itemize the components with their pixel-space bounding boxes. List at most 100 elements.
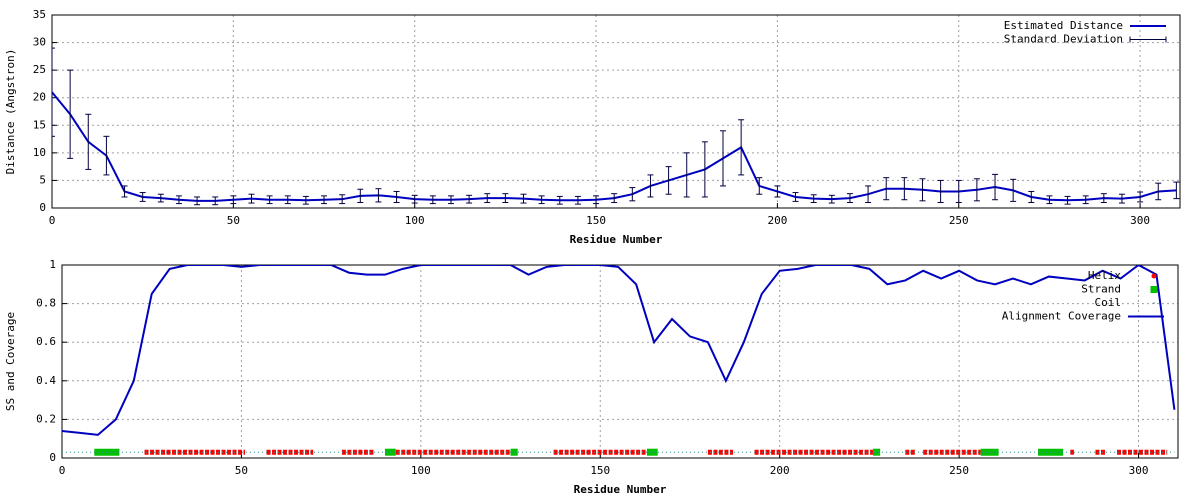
legend-key	[1151, 273, 1157, 279]
x-tick-label: 200	[770, 464, 790, 477]
error-bar	[157, 193, 164, 203]
error-bar	[865, 185, 872, 203]
x-axis-title: Residue Number	[574, 483, 667, 496]
error-bar	[447, 195, 454, 205]
error-bar	[194, 196, 201, 206]
error-bar	[411, 194, 418, 204]
error-bar	[792, 192, 799, 202]
error-bar	[774, 185, 781, 198]
error-bar	[919, 178, 926, 202]
legend-label: Estimated Distance	[1004, 19, 1123, 32]
error-bar	[992, 173, 999, 201]
x-tick-label: 50	[235, 464, 248, 477]
error-bar	[520, 193, 527, 204]
x-tick-label: 100	[405, 214, 425, 227]
y-axis-title: SS and Coverage	[4, 312, 17, 411]
x-tick-label: 50	[227, 214, 240, 227]
error-bar	[103, 135, 110, 176]
error-bar	[67, 69, 74, 159]
data-line	[62, 265, 1176, 436]
x-tick-label: 0	[59, 464, 66, 477]
x-tick-label: 200	[767, 214, 787, 227]
error-bar	[629, 187, 636, 202]
error-bar	[175, 195, 182, 205]
legend-key	[1150, 286, 1158, 293]
x-tick-label: 250	[949, 464, 969, 477]
error-bar	[139, 192, 146, 202]
error-bar	[828, 194, 835, 204]
error-bar	[375, 188, 382, 203]
error-bar	[1082, 195, 1089, 205]
y-axis-title: Distance (Angstron)	[4, 49, 17, 175]
x-tick-label: 100	[411, 464, 431, 477]
error-bar	[339, 194, 346, 205]
plot-area	[52, 47, 1180, 206]
error-bar	[738, 119, 745, 176]
error-bar	[121, 185, 128, 198]
error-bar	[1137, 191, 1144, 203]
error-bar	[574, 195, 581, 205]
error-bar	[1155, 182, 1162, 201]
error-bar	[1010, 178, 1017, 202]
x-tick-label: 300	[1129, 464, 1149, 477]
error-bar	[484, 193, 491, 203]
error-bar	[466, 194, 473, 204]
error-bar	[756, 177, 763, 195]
error-bar	[701, 141, 708, 198]
plot-frame	[61, 264, 1179, 459]
y-tick-label: 10	[33, 146, 46, 159]
error-bar	[937, 179, 944, 203]
x-tick-label: 0	[49, 214, 56, 227]
y-tick-label: 5	[39, 173, 46, 186]
y-tick-label: 0	[49, 451, 56, 464]
error-bar	[1118, 193, 1125, 204]
y-tick-label: 0.8	[36, 297, 56, 310]
legend-label: Strand	[1081, 283, 1121, 296]
y-tick-label: 0.4	[36, 374, 56, 387]
y-tick-label: 0.6	[36, 335, 56, 348]
error-bar	[1173, 181, 1180, 200]
x-axis-title: Residue Number	[570, 233, 663, 246]
error-bar	[357, 188, 364, 203]
error-bar	[810, 194, 817, 203]
legend-label: Alignment Coverage	[1002, 310, 1121, 323]
error-bar	[683, 152, 690, 198]
error-bar	[393, 190, 400, 203]
error-bar	[883, 177, 890, 201]
legend-label: Standard Deviation	[1004, 33, 1123, 46]
plot-area	[62, 265, 1176, 456]
legend-label: Helix	[1088, 269, 1121, 282]
error-bar	[556, 195, 563, 205]
error-bar	[1100, 193, 1107, 203]
y-tick-label: 35	[33, 8, 46, 21]
error-bar	[973, 178, 980, 202]
x-tick-label: 300	[1130, 214, 1150, 227]
error-bar	[647, 174, 654, 198]
error-bar	[85, 113, 92, 170]
error-bar	[1046, 195, 1053, 205]
error-bar	[248, 193, 255, 204]
error-bar	[52, 47, 55, 137]
error-bar	[266, 195, 273, 205]
x-tick-label: 250	[949, 214, 969, 227]
error-bar	[955, 179, 962, 203]
y-tick-label: 30	[33, 36, 46, 49]
error-bar	[429, 195, 436, 205]
x-tick-label: 150	[590, 464, 610, 477]
error-bar	[321, 195, 328, 205]
y-tick-label: 25	[33, 63, 46, 76]
error-bar	[302, 195, 309, 205]
y-tick-label: 1	[49, 258, 56, 271]
error-bar	[1064, 195, 1071, 205]
x-tick-label: 150	[586, 214, 606, 227]
error-bar	[284, 195, 291, 205]
data-line	[52, 91, 1177, 202]
error-bar	[538, 195, 545, 205]
error-bar	[611, 193, 618, 203]
y-tick-label: 15	[33, 118, 46, 131]
error-bar	[719, 130, 726, 187]
error-bar	[846, 193, 853, 203]
y-tick-label: 0.2	[36, 412, 56, 425]
legend-label: Coil	[1095, 296, 1122, 309]
